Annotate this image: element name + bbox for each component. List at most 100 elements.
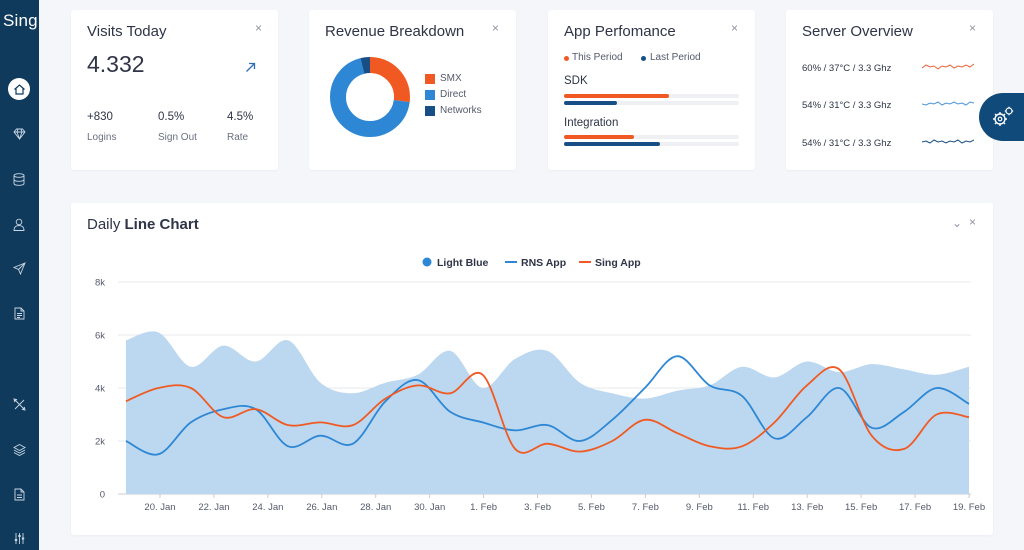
x-tick-label: 1. Feb bbox=[470, 502, 497, 513]
server-row-2-text: 54% / 31°C / 3.3 Ghz bbox=[802, 100, 892, 111]
legend-light-blue[interactable]: Light Blue bbox=[422, 257, 488, 269]
document-icon[interactable] bbox=[8, 302, 30, 324]
this-period-dot bbox=[564, 56, 569, 61]
logins-value: +830 bbox=[87, 111, 113, 123]
rate-value: 4.5% bbox=[227, 111, 254, 123]
legend-sing-app-marker bbox=[579, 261, 591, 263]
sdk-this-period-bar bbox=[564, 94, 739, 98]
sdk-label: SDK bbox=[564, 75, 588, 87]
close-icon[interactable]: × bbox=[492, 21, 500, 35]
y-tick-label: 4k bbox=[95, 384, 105, 395]
sdk-this-period-fill bbox=[564, 94, 669, 98]
legend-rns-app-label: RNS App bbox=[521, 257, 567, 269]
close-icon[interactable]: × bbox=[255, 21, 263, 35]
close-icon[interactable]: × bbox=[731, 21, 739, 35]
legend-light-blue-label: Light Blue bbox=[437, 257, 489, 269]
server-row-2-sparkline bbox=[922, 101, 974, 106]
integration-label: Integration bbox=[564, 117, 619, 129]
home-icon[interactable] bbox=[8, 78, 30, 100]
networks-swatch bbox=[425, 106, 435, 116]
y-tick-label: 6k bbox=[95, 331, 105, 342]
smx-swatch bbox=[425, 74, 435, 84]
sign-out-value: 0.5% bbox=[158, 111, 185, 123]
x-tick-label: 22. Jan bbox=[198, 502, 229, 513]
this-period-legend: This Period bbox=[572, 52, 623, 63]
x-tick-label: 19. Feb bbox=[953, 502, 985, 513]
x-tick-label: 3. Feb bbox=[524, 502, 551, 513]
donut-slice-networks[interactable] bbox=[330, 57, 410, 137]
app-performance-title: App Perfomance bbox=[564, 23, 676, 40]
series-rns-app[interactable] bbox=[125, 355, 970, 456]
gears-icon bbox=[993, 106, 1014, 126]
direct-swatch bbox=[425, 90, 435, 100]
x-tick-label: 28. Jan bbox=[360, 502, 391, 513]
daily-line-chart-card: Daily Line Chart ⌄ × Light Blue RNS App … bbox=[71, 203, 993, 535]
integration-this-period-bar bbox=[564, 135, 739, 139]
sidebar: Sing bbox=[0, 0, 39, 550]
app-performance-card: App Perfomance × This Period Last Period… bbox=[548, 10, 755, 170]
settings-gear-button[interactable] bbox=[979, 93, 1024, 141]
y-tick-label: 2k bbox=[95, 437, 105, 448]
x-tick-label: 30. Jan bbox=[414, 502, 445, 513]
send-icon[interactable] bbox=[8, 257, 30, 279]
layers-icon[interactable] bbox=[8, 438, 30, 460]
tools-icon[interactable] bbox=[8, 393, 30, 415]
server-overview-card: Server Overview × 60% / 37°C / 3.3 Ghz 5… bbox=[786, 10, 993, 170]
server-row-3-sparkline bbox=[922, 139, 974, 144]
sliders-icon[interactable] bbox=[8, 527, 30, 549]
smx-legend-label: SMX bbox=[440, 73, 462, 84]
chart-title-bold: Line Chart bbox=[124, 216, 199, 233]
integration-this-period-fill bbox=[564, 135, 634, 139]
x-tick-label: 20. Jan bbox=[144, 502, 175, 513]
x-tick-label: 15. Feb bbox=[845, 502, 877, 513]
visits-today-value: 4.332 bbox=[87, 51, 145, 77]
legend-light-blue-marker bbox=[422, 257, 432, 267]
arrow-up-right-icon[interactable] bbox=[245, 60, 256, 78]
close-icon[interactable]: × bbox=[969, 21, 977, 35]
revenue-donut-chart bbox=[330, 57, 410, 137]
server-row-1-text: 60% / 37°C / 3.3 Ghz bbox=[802, 63, 892, 74]
series-sing-app[interactable] bbox=[125, 366, 970, 454]
legend-sing-app-label: Sing App bbox=[595, 257, 641, 269]
x-tick-label: 17. Feb bbox=[899, 502, 931, 513]
donut-slice-direct[interactable] bbox=[330, 57, 410, 137]
user-icon[interactable] bbox=[8, 213, 30, 235]
file-icon[interactable] bbox=[8, 483, 30, 505]
revenue-breakdown-title: Revenue Breakdown bbox=[325, 23, 465, 40]
x-tick-label: 7. Feb bbox=[632, 502, 659, 513]
visits-today-title: Visits Today bbox=[87, 23, 167, 40]
revenue-breakdown-card: Revenue Breakdown × SMX Direct Networks bbox=[309, 10, 516, 170]
x-tick-label: 9. Feb bbox=[686, 502, 713, 513]
diamond-icon[interactable] bbox=[8, 123, 30, 145]
legend-sing-app[interactable]: Sing App bbox=[579, 257, 641, 269]
sdk-last-period-fill bbox=[564, 101, 617, 105]
server-overview-title: Server Overview bbox=[802, 23, 913, 40]
direct-legend-label: Direct bbox=[440, 89, 467, 100]
last-period-dot bbox=[641, 56, 646, 61]
x-tick-label: 13. Feb bbox=[791, 502, 823, 513]
collapse-icon[interactable]: ⌄ bbox=[952, 216, 963, 230]
rate-label: Rate bbox=[227, 132, 249, 143]
series-light-blue[interactable] bbox=[126, 331, 969, 494]
chart-title-prefix: Daily bbox=[87, 216, 125, 233]
x-tick-label: 11. Feb bbox=[738, 502, 770, 513]
integration-last-period-fill bbox=[564, 142, 661, 146]
x-tick-label: 26. Jan bbox=[306, 502, 337, 513]
sdk-last-period-bar bbox=[564, 101, 739, 105]
y-tick-label: 0 bbox=[100, 490, 105, 501]
x-tick-label: 5. Feb bbox=[578, 502, 605, 513]
last-period-legend: Last Period bbox=[650, 52, 701, 63]
close-icon[interactable]: × bbox=[969, 215, 977, 229]
x-tick-label: 24. Jan bbox=[252, 502, 283, 513]
legend-rns-app[interactable]: RNS App bbox=[505, 257, 566, 269]
server-row-1-sparkline bbox=[922, 63, 974, 70]
chart-title: Daily Line Chart bbox=[87, 216, 199, 233]
legend-rns-app-marker bbox=[505, 261, 517, 263]
visits-today-card: Visits Today × 4.332 +830 Logins 0.5% Si… bbox=[71, 10, 278, 170]
database-icon[interactable] bbox=[8, 168, 30, 190]
sign-out-label: Sign Out bbox=[158, 132, 197, 143]
logins-label: Logins bbox=[87, 132, 117, 143]
brand-logo[interactable]: Sing bbox=[3, 11, 38, 30]
networks-legend-label: Networks bbox=[440, 105, 482, 116]
y-tick-label: 8k bbox=[95, 278, 105, 289]
